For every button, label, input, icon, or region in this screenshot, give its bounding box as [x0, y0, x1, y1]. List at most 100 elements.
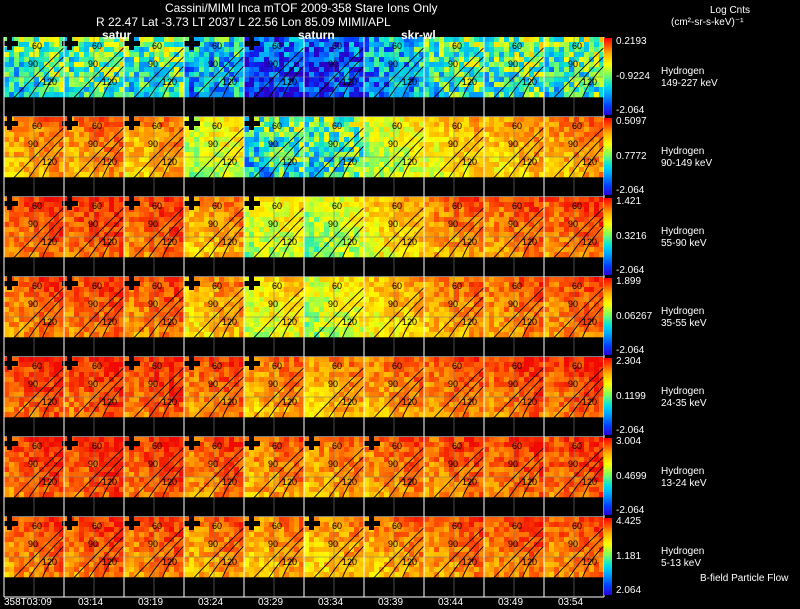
heatmap-cell [354, 162, 360, 168]
heatmap-cell [574, 172, 580, 178]
heatmap-cell [504, 67, 510, 73]
heatmap-cell [344, 202, 350, 208]
heatmap-cell [54, 127, 60, 133]
heatmap-cell [514, 157, 520, 163]
heatmap-cell [459, 172, 465, 178]
heatmap-cell [79, 67, 85, 73]
heatmap-cell [289, 237, 295, 243]
heatmap-cell [139, 67, 145, 73]
heatmap-cell [89, 247, 95, 253]
heatmap-cell [539, 172, 545, 178]
heatmap-cell [79, 317, 85, 323]
heatmap-cell [144, 52, 150, 58]
heatmap-cell [149, 222, 155, 228]
heatmap-cell [229, 202, 235, 208]
heatmap-cell [89, 122, 95, 128]
heatmap-cell [59, 92, 65, 98]
heatmap-cell [539, 252, 545, 258]
heatmap-cell [124, 222, 130, 228]
heatmap-cell [54, 82, 60, 88]
heatmap-cell [424, 202, 430, 208]
heatmap-cell [364, 157, 370, 163]
heatmap-cell [184, 212, 190, 218]
heatmap-cell [304, 142, 310, 148]
heatmap-cell [494, 137, 500, 143]
heatmap-cell [124, 232, 130, 238]
heatmap-cell [489, 212, 495, 218]
heatmap-cell [29, 252, 35, 258]
heatmap-cell [54, 172, 60, 178]
heatmap-cell [594, 227, 600, 233]
heatmap-cell [404, 122, 410, 128]
heatmap-cell [419, 117, 425, 123]
heatmap-cell [554, 67, 560, 73]
heatmap-cell [114, 57, 120, 63]
heatmap-cell [509, 217, 515, 223]
heatmap-cell [589, 132, 595, 138]
heatmap-cell [229, 212, 235, 218]
heatmap-cell [19, 212, 25, 218]
heatmap-cell [234, 252, 240, 258]
heatmap-cell [49, 157, 55, 163]
heatmap-cell [214, 217, 220, 223]
heatmap-cell [564, 197, 570, 203]
heatmap-cell [559, 157, 565, 163]
heatmap-cell [99, 52, 105, 58]
heatmap-cell [244, 117, 250, 123]
heatmap-cell [39, 82, 45, 88]
contour-label: 120 [222, 237, 237, 247]
heatmap-cell [239, 137, 245, 143]
heatmap-cell [559, 122, 565, 128]
heatmap-cell [509, 42, 515, 48]
heatmap-cell [599, 122, 605, 128]
heatmap-cell [154, 47, 160, 53]
heatmap-cell [54, 252, 60, 258]
contour-label: 90 [268, 139, 278, 149]
heatmap-cell [314, 57, 320, 63]
heatmap-cell [169, 117, 175, 123]
heatmap-cell [379, 207, 385, 213]
heatmap-cell [379, 77, 385, 83]
heatmap-cell [419, 42, 425, 48]
heatmap-cell [209, 172, 215, 178]
heatmap-cell [364, 197, 370, 203]
heatmap-cell [474, 62, 480, 68]
heatmap-cell [274, 87, 280, 93]
heatmap-cell [59, 217, 65, 223]
heatmap-cell [474, 82, 480, 88]
heatmap-cell [179, 147, 185, 153]
heatmap-cell [289, 207, 295, 213]
heatmap-cell [514, 92, 520, 98]
heatmap-cell [179, 217, 185, 223]
heatmap-cell [4, 242, 10, 248]
heatmap-cell [219, 172, 225, 178]
heatmap-cell [394, 227, 400, 233]
heatmap-cell [559, 212, 565, 218]
heatmap-cell [584, 47, 590, 53]
heatmap-cell [364, 172, 370, 178]
heatmap-cell [579, 37, 585, 43]
heatmap-cell [49, 332, 55, 338]
heatmap-cell [454, 217, 460, 223]
heatmap-cell [184, 72, 190, 78]
heatmap-cell [14, 217, 20, 223]
heatmap-cell [579, 47, 585, 53]
heatmap-cell [69, 317, 75, 323]
heatmap-cell [19, 142, 25, 148]
heatmap-cell [14, 297, 20, 303]
heatmap-cell [479, 157, 485, 163]
heatmap-cell [459, 137, 465, 143]
heatmap-cell [19, 227, 25, 233]
heatmap-cell [284, 92, 290, 98]
heatmap-cell [229, 167, 235, 173]
heatmap-cell [594, 202, 600, 208]
heatmap-cell [69, 92, 75, 98]
heatmap-cell [484, 147, 490, 153]
heatmap-cell [154, 42, 160, 48]
heatmap-cell [74, 152, 80, 158]
heatmap-cell [44, 297, 50, 303]
heatmap-cell [229, 87, 235, 93]
heatmap-cell [554, 117, 560, 123]
heatmap-cell [449, 62, 455, 68]
